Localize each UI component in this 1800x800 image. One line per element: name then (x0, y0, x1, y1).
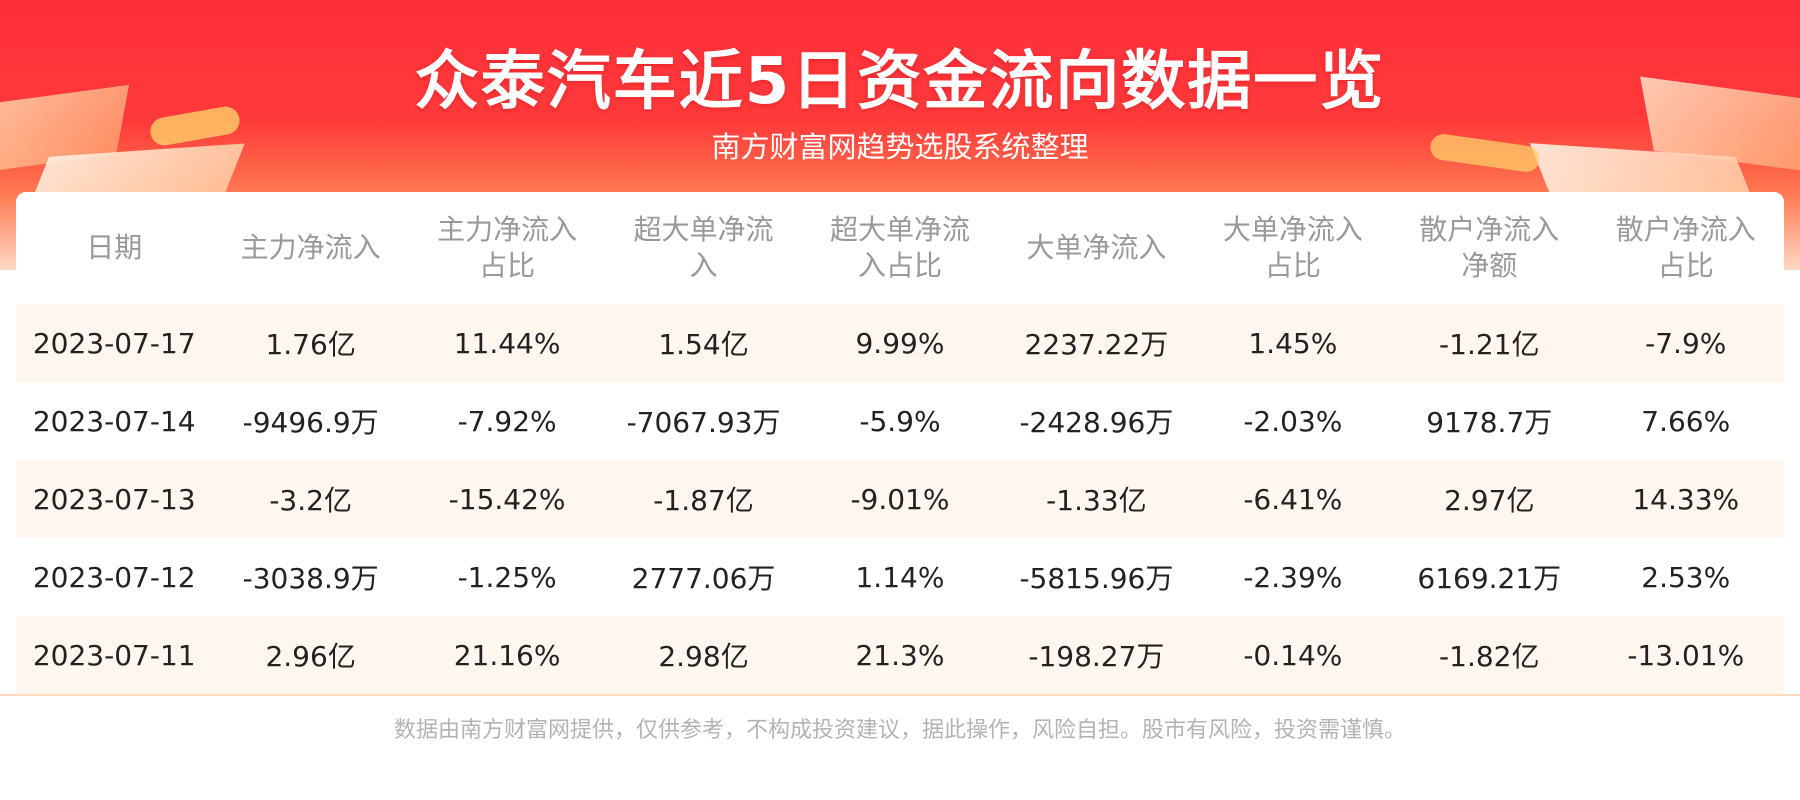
value-cell: -6.41% (1194, 460, 1392, 538)
table-row: 2023-07-13 -3.2亿 -15.42% -1.87亿 -9.01% -1.33亿… (16, 460, 1784, 538)
value-cell: 1.76亿 (212, 304, 409, 382)
value-cell: -5.9% (801, 382, 999, 460)
table-row: 2023-07-17 1.76亿 11.44% 1.54亿 9.99% 2237.22万 1… (16, 304, 1784, 382)
value-cell: 6169.21万 (1391, 538, 1588, 616)
value-cell: 1.54亿 (605, 304, 802, 382)
value-cell: -7.92% (408, 382, 606, 460)
column-header: 超大单净流 入 (633, 213, 774, 282)
value-cell: -7.9% (1587, 304, 1784, 382)
column-header: 主力净流入 (240, 231, 381, 264)
value-cell: 14.33% (1587, 460, 1784, 538)
table-row: 2023-07-14 -9496.9万 -7.92% -7067.93万 -5.9% -2… (16, 382, 1784, 460)
column-header: 大单净流入 (1026, 231, 1167, 264)
value-cell: -9.01% (801, 460, 999, 538)
value-cell: -3.2亿 (212, 460, 409, 538)
disclaimer-text: 数据由南方财富网提供，仅供参考，不构成投资建议，据此操作，风险自担。股市有风险，… (393, 718, 1406, 743)
date-cell: 2023-07-12 (16, 538, 213, 616)
column-header: 大单净流入 占比 (1222, 213, 1363, 282)
value-cell: 9178.7万 (1391, 382, 1588, 460)
value-cell: -1.33亿 (998, 460, 1195, 538)
value-cell: 21.3% (801, 616, 999, 694)
column-header: 散户净流入 净额 (1419, 213, 1560, 282)
fund-flow-table: 日期 主力净流入 主力净流入 占比 超大单净流 入超大单净流 入占比 大单净流入 大单净流… (16, 192, 1784, 694)
value-cell: -198.27万 (998, 616, 1195, 694)
date-cell: 2023-07-11 (16, 616, 213, 694)
value-cell: -2.03% (1194, 382, 1392, 460)
column-header: 散户净流入 占比 (1615, 213, 1756, 282)
page-subtitle: 南方财富网趋势选股系统整理 (711, 130, 1089, 164)
date-cell: 2023-07-14 (16, 382, 213, 460)
value-cell: -1.21亿 (1391, 304, 1588, 382)
date-cell: 2023-07-17 (16, 304, 213, 382)
value-cell: -5815.96万 (998, 538, 1195, 616)
value-cell: 7.66% (1587, 382, 1784, 460)
table-body: 2023-07-17 1.76亿 11.44% 1.54亿 9.99% 2237.22万 1… (16, 304, 1784, 694)
value-cell: 2.97亿 (1391, 460, 1588, 538)
value-cell: -3038.9万 (212, 538, 409, 616)
table-row: 2023-07-12 -3038.9万 -1.25% 2777.06万 1.14% -58… (16, 538, 1784, 616)
column-header: 超大单净流 入占比 (829, 213, 970, 282)
value-cell: 11.44% (408, 304, 606, 382)
date-cell: 2023-07-13 (16, 460, 213, 538)
value-cell: 2777.06万 (605, 538, 802, 616)
value-cell: 2.53% (1587, 538, 1784, 616)
value-cell: 2237.22万 (998, 304, 1195, 382)
column-header: 日期 (86, 231, 143, 264)
value-cell: 9.99% (801, 304, 999, 382)
value-cell: 1.14% (801, 538, 999, 616)
value-cell: -7067.93万 (605, 382, 802, 460)
value-cell: -9496.9万 (212, 382, 409, 460)
value-cell: -1.87亿 (605, 460, 802, 538)
column-header: 主力净流入 占比 (437, 213, 578, 282)
value-cell: 1.45% (1194, 304, 1392, 382)
value-cell: -1.25% (408, 538, 606, 616)
table-header-row: 日期 主力净流入 主力净流入 占比 超大单净流 入超大单净流 入占比 大单净流入 大单净流… (16, 192, 1784, 304)
page-title: 众泰汽车近5日资金流向数据一览 (414, 45, 1386, 119)
value-cell: -0.14% (1194, 616, 1392, 694)
value-cell: -2428.96万 (998, 382, 1195, 460)
footer-divider (0, 694, 1800, 696)
value-cell: -13.01% (1587, 616, 1784, 694)
value-cell: 2.96亿 (212, 616, 409, 694)
value-cell: -15.42% (408, 460, 606, 538)
value-cell: -2.39% (1194, 538, 1392, 616)
value-cell: 2.98亿 (605, 616, 802, 694)
table-row: 2023-07-11 2.96亿 21.16% 2.98亿 21.3% -198.27万 -… (16, 616, 1784, 694)
value-cell: 21.16% (408, 616, 606, 694)
value-cell: -1.82亿 (1391, 616, 1588, 694)
